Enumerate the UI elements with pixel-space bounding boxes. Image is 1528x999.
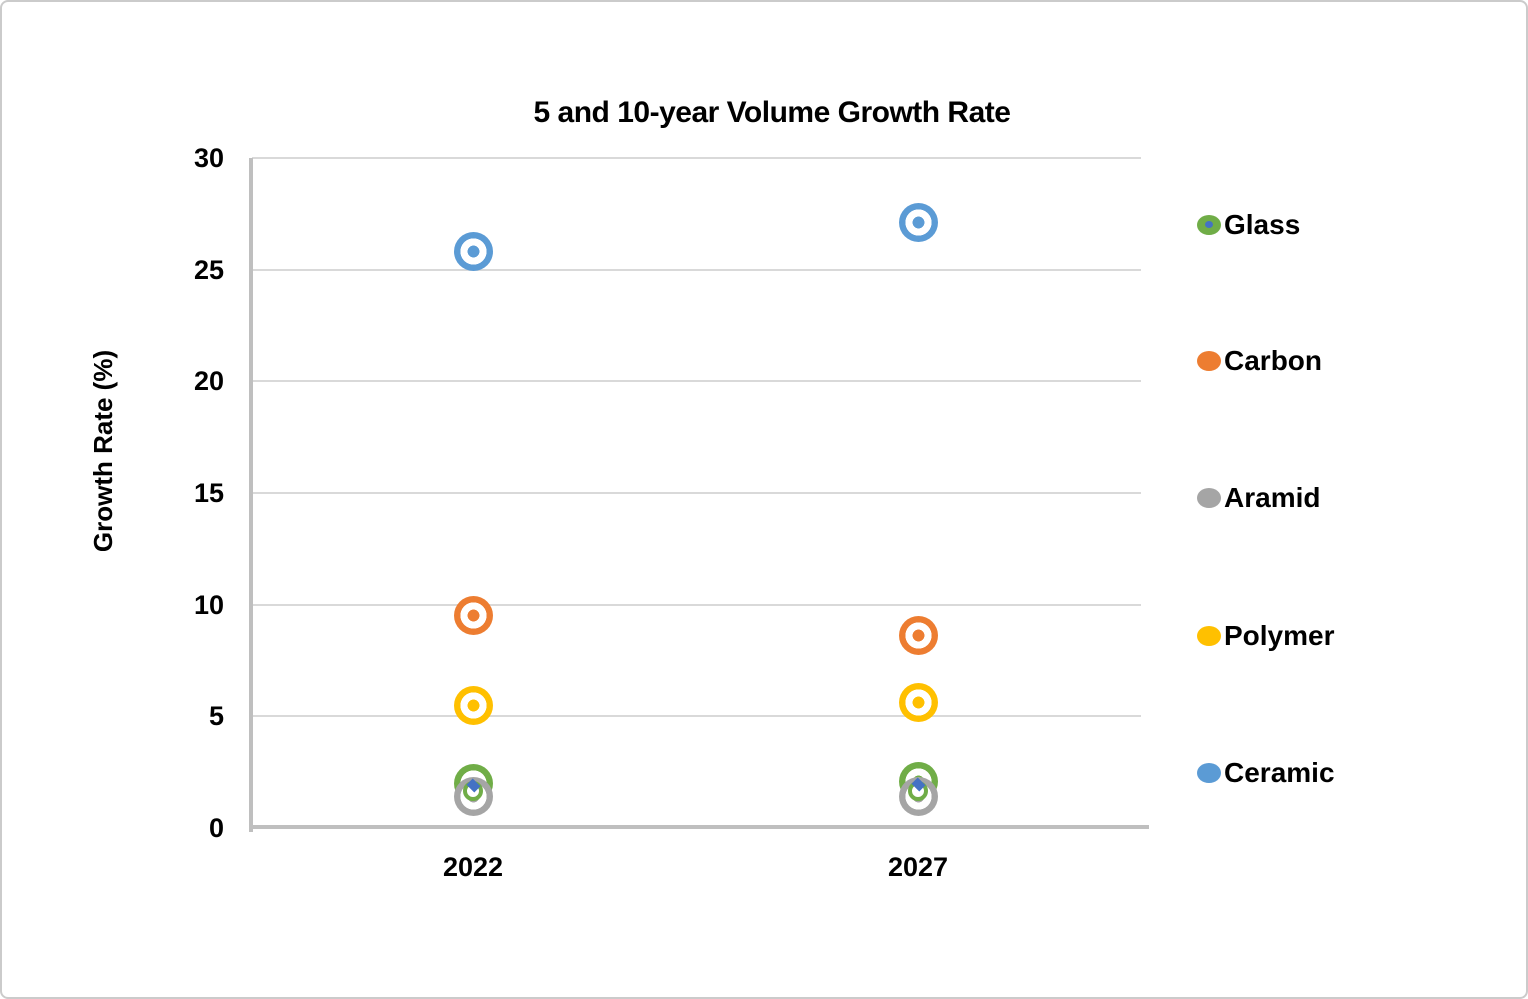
legend-marker-circle-icon bbox=[1197, 488, 1221, 508]
legend-item-carbon: Carbon bbox=[1197, 345, 1322, 377]
hidden-series-dot-icon bbox=[1205, 221, 1213, 228]
legend-marker-circle-icon bbox=[1197, 626, 1221, 646]
gridline-25 bbox=[252, 268, 1141, 271]
chart-title: 5 and 10-year Volume Growth Rate bbox=[533, 96, 1011, 129]
y-tick-label-5: 5 bbox=[208, 701, 224, 732]
legend-marker-circle-icon bbox=[1197, 351, 1221, 371]
legend-label: Ceramic bbox=[1224, 757, 1335, 788]
y-tick-label-0: 0 bbox=[208, 813, 224, 843]
y-tick-label-10: 10 bbox=[193, 589, 224, 620]
gridline-15 bbox=[252, 492, 1141, 494]
gridline-30 bbox=[252, 157, 1141, 159]
gridline-20 bbox=[252, 380, 1141, 383]
legend-item-ceramic: Ceramic bbox=[1197, 757, 1335, 789]
marker-polymer-2022 bbox=[453, 685, 493, 725]
marker-carbon-2027 bbox=[898, 616, 938, 656]
x-tick-label-2027: 2027 bbox=[887, 852, 949, 882]
y-tick-label-15: 15 bbox=[193, 478, 224, 508]
legend-marker-circle-icon bbox=[1197, 763, 1221, 783]
gridline-5 bbox=[252, 715, 1141, 718]
legend-marker-circle-icon bbox=[1197, 215, 1221, 235]
marker-ceramic-2022 bbox=[453, 232, 493, 272]
y-axis-title: Growth Rate (%) bbox=[88, 349, 118, 553]
marker-ceramic-2027 bbox=[898, 203, 938, 243]
gridline-10 bbox=[252, 603, 1141, 606]
legend-label: Polymer bbox=[1224, 620, 1335, 651]
marker-polymer-2027 bbox=[898, 683, 938, 723]
y-tick-label-30: 30 bbox=[193, 143, 224, 173]
x-tick-label-2022: 2022 bbox=[442, 852, 504, 882]
legend-item-polymer: Polymer bbox=[1197, 620, 1335, 652]
legend-item-glass: Glass bbox=[1197, 209, 1300, 241]
legend-label: Aramid bbox=[1224, 482, 1321, 513]
marker-carbon-2022 bbox=[453, 596, 493, 636]
x-axis-line bbox=[249, 825, 1149, 829]
legend-label: Glass bbox=[1224, 209, 1301, 240]
y-tick-label-25: 25 bbox=[193, 254, 224, 285]
y-tick-label-20: 20 bbox=[193, 366, 224, 397]
y-axis-line bbox=[249, 158, 253, 832]
legend-label: Carbon bbox=[1224, 345, 1322, 376]
legend-item-aramid: Aramid bbox=[1197, 482, 1320, 514]
